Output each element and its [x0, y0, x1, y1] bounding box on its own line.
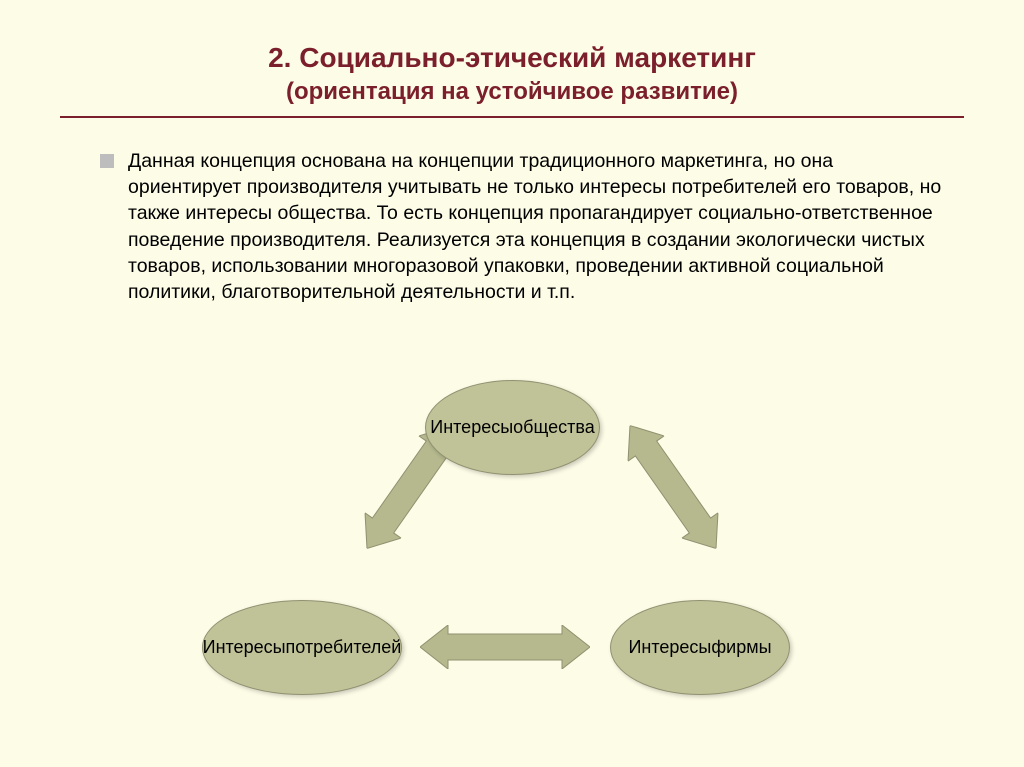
node-label-line: фирмы — [711, 636, 771, 659]
body-text: Данная концепция основана на концепции т… — [60, 148, 964, 306]
node-label-line: общества — [513, 416, 595, 439]
title-main: 2. Социально-этический маркетинг — [60, 40, 964, 76]
paragraph: Данная концепция основана на концепции т… — [128, 148, 944, 306]
node-label-line: Интересы — [430, 416, 513, 439]
triangle-diagram: ИнтересыобществаИнтересыпотребителейИнте… — [0, 380, 1024, 740]
node-consumers: Интересыпотребителей — [202, 600, 402, 695]
node-label-line: Интересы — [203, 636, 286, 659]
title-subtitle: (ориентация на устойчивое развитие) — [60, 76, 964, 107]
node-firm: Интересыфирмы — [610, 600, 790, 695]
divider — [60, 116, 964, 118]
arrow-society-firm — [612, 413, 734, 561]
bullet-icon — [100, 154, 114, 168]
slide: 2. Социально-этический маркетинг (ориент… — [0, 0, 1024, 767]
node-label-line: Интересы — [628, 636, 711, 659]
node-label-line: потребителей — [286, 636, 402, 659]
arrow-consumers-firm — [420, 625, 590, 669]
node-society: Интересыобщества — [425, 380, 600, 475]
title-block: 2. Социально-этический маркетинг (ориент… — [60, 40, 964, 108]
